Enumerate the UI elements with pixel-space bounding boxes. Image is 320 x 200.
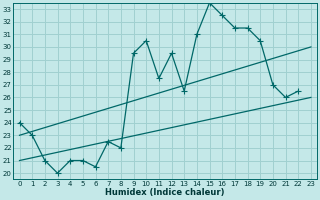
X-axis label: Humidex (Indice chaleur): Humidex (Indice chaleur) [106, 188, 225, 197]
